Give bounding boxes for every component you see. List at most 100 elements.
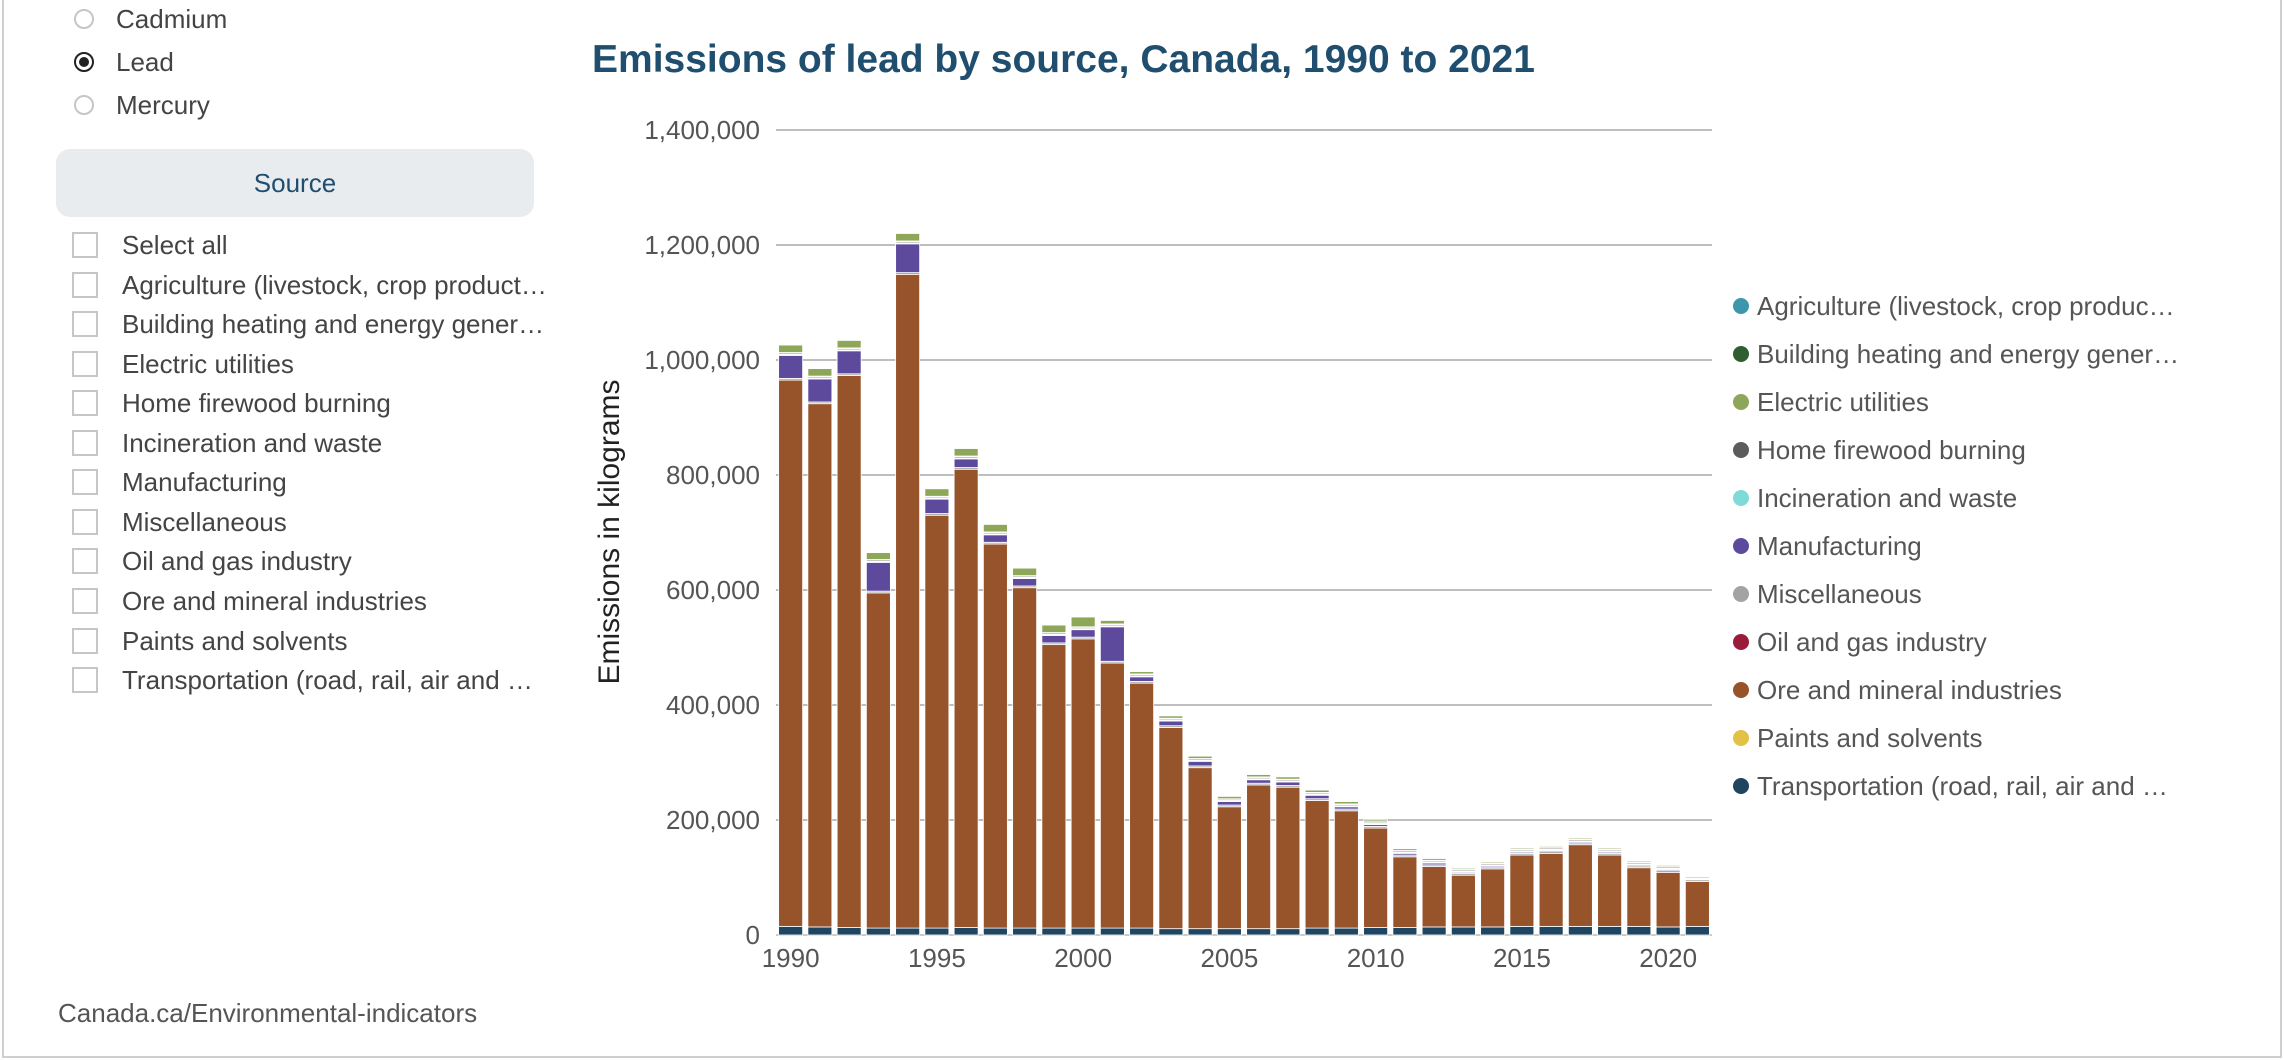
bar-segment [1070, 638, 1096, 929]
radio-mercury[interactable]: Mercury [74, 87, 210, 123]
bar-segment [1597, 854, 1623, 927]
bar-segment [924, 514, 950, 929]
bar-segment [807, 403, 833, 928]
source-option-manufacturing[interactable]: Manufacturing [72, 465, 287, 499]
bar-segment [1246, 784, 1272, 930]
bar-segment [865, 552, 891, 560]
bar-segment [836, 927, 862, 936]
legend-item-incineration[interactable]: Incineration and waste [1733, 480, 2017, 516]
checkbox[interactable] [72, 430, 98, 456]
checkbox[interactable] [72, 469, 98, 495]
radio-icon[interactable] [74, 95, 94, 115]
legend-item-home-firewood[interactable]: Home firewood burning [1733, 432, 2026, 468]
radio-label-lead: Lead [116, 46, 174, 77]
bar-segment [895, 243, 921, 274]
legend-swatch [1733, 538, 1749, 554]
checkbox[interactable] [72, 351, 98, 377]
bar-segment [1684, 925, 1710, 936]
y-tick-label: 1,000,000 [644, 345, 760, 375]
source-option-incineration[interactable]: Incineration and waste [72, 426, 382, 460]
checkbox[interactable] [72, 272, 98, 298]
environmental-indicators-link[interactable]: Canada.ca/Environmental-indicators [58, 998, 478, 1028]
legend-item-miscellaneous[interactable]: Miscellaneous [1733, 576, 1922, 612]
bar-segment [1187, 767, 1213, 930]
legend-swatch [1733, 778, 1749, 794]
checkbox[interactable] [72, 667, 98, 693]
bar-segment [778, 379, 804, 927]
bar-segment [1480, 861, 1506, 864]
bar-segment [1275, 786, 1301, 930]
bar-segment [982, 524, 1008, 533]
legend-item-electric-utilities[interactable]: Electric utilities [1733, 384, 1929, 420]
bar-segment [1450, 926, 1476, 936]
legend-item-manufacturing[interactable]: Manufacturing [1733, 528, 1922, 564]
bar-segment [1246, 928, 1272, 936]
bar-segment [1099, 662, 1125, 929]
bar-segment [1304, 794, 1330, 800]
bar-segment [1363, 827, 1389, 928]
bar-segment [1158, 715, 1184, 719]
source-option-electric-utilities[interactable]: Electric utilities [72, 347, 294, 381]
bar-segment [1421, 866, 1447, 928]
bar-segment [1333, 801, 1359, 805]
bar-segment [1597, 847, 1623, 850]
bar-segment [865, 562, 891, 592]
bar-segment [1041, 635, 1067, 644]
bar-segment [1099, 927, 1125, 936]
bar-segment [1246, 774, 1272, 778]
radio-label-mercury: Mercury [116, 89, 210, 120]
source-option-ore-mineral[interactable]: Ore and mineral industries [72, 584, 427, 618]
bar-segment [1684, 881, 1710, 927]
legend-label: Transportation (road, rail, air and … [1757, 770, 2168, 801]
bar-segment [1392, 856, 1418, 928]
source-option-select-all[interactable]: Select all [72, 228, 228, 262]
source-option-paints-solvents[interactable]: Paints and solvents [72, 624, 347, 658]
legend-swatch [1733, 730, 1749, 746]
bar-segment [1012, 567, 1038, 577]
source-option-agriculture[interactable]: Agriculture (livestock, crop product… [72, 268, 547, 302]
bar-segment [895, 927, 921, 936]
source-option-miscellaneous[interactable]: Miscellaneous [72, 505, 287, 539]
bar-segment [1363, 927, 1389, 936]
checkbox[interactable] [72, 628, 98, 654]
source-button[interactable]: Source [56, 149, 534, 217]
checkbox[interactable] [72, 509, 98, 535]
bar-segment [1304, 800, 1330, 929]
bar-segment [1333, 927, 1359, 936]
bar-segment [1012, 578, 1038, 587]
bar-segment [1129, 676, 1155, 682]
bar-segment [1538, 846, 1564, 849]
legend-item-oil-gas[interactable]: Oil and gas industry [1733, 624, 1987, 660]
radio-cadmium[interactable]: Cadmium [74, 1, 227, 37]
radio-selected-icon[interactable] [74, 52, 94, 72]
source-option-oil-gas[interactable]: Oil and gas industry [72, 544, 352, 578]
checkbox[interactable] [72, 390, 98, 416]
checkbox[interactable] [72, 311, 98, 337]
radio-icon[interactable] [74, 9, 94, 29]
checkbox[interactable] [72, 232, 98, 258]
y-tick-label: 0 [746, 920, 760, 950]
checkbox[interactable] [72, 588, 98, 614]
legend-label: Building heating and energy gener… [1757, 338, 2180, 369]
bar-segment [1421, 926, 1447, 936]
bar-segment [1450, 874, 1476, 928]
checkbox[interactable] [72, 548, 98, 574]
legend-item-building-heating[interactable]: Building heating and energy gener… [1733, 336, 2179, 372]
bar-segment [1129, 927, 1155, 936]
bar-segment [1216, 806, 1242, 930]
source-option-transportation[interactable]: Transportation (road, rail, air and … [72, 663, 533, 697]
bar-segment [836, 350, 862, 375]
source-option-home-firewood[interactable]: Home firewood burning [72, 386, 391, 420]
legend-item-transportation[interactable]: Transportation (road, rail, air and … [1733, 768, 2168, 804]
legend-item-ore-mineral[interactable]: Ore and mineral industries [1733, 672, 2062, 708]
source-option-building-heating[interactable]: Building heating and energy gener… [72, 307, 544, 341]
bar-segment [1216, 801, 1242, 806]
legend-item-agriculture[interactable]: Agriculture (livestock, crop produc… [1733, 288, 2175, 324]
radio-lead[interactable]: Lead [74, 44, 174, 80]
bar-segment [895, 273, 921, 929]
legend-item-paints-solvents[interactable]: Paints and solvents [1733, 720, 1982, 756]
bar-segment [865, 592, 891, 929]
bar-segment [1129, 682, 1155, 929]
